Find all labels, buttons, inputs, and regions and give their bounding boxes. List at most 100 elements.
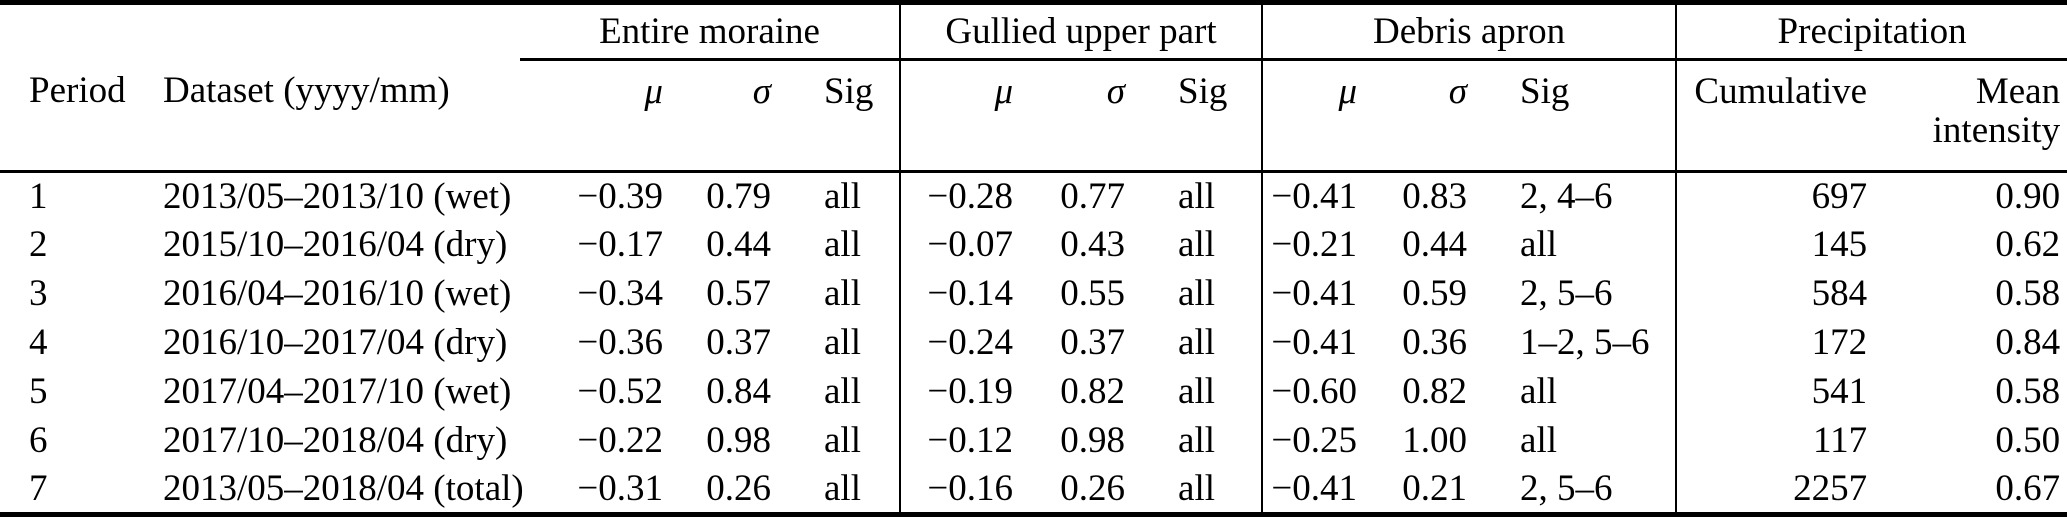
debris-apron-mu-cell: −0.21 (1271, 224, 1358, 266)
gullied-upper-part-mu-cell: −0.12 (927, 420, 1014, 462)
gullied-upper-part-sigma-cell: 0.26 (1060, 468, 1126, 510)
gullied-upper-part-mu-cell: −0.14 (927, 273, 1014, 315)
gullied-upper-part-sigma-cell: 0.43 (1060, 224, 1126, 266)
gullied-upper-part-sigma-cell: 0.82 (1060, 371, 1126, 413)
debris-apron-mu-cell: −0.60 (1271, 371, 1358, 413)
gullied-upper-part-sig-cell: all (1130, 465, 1264, 515)
gullied-upper-part-sigma-cell: 0.77 (1060, 176, 1126, 218)
dataset-cell: 2016/10–2017/04 (dry) (163, 322, 508, 364)
entire-moraine-mu-cell: −0.52 (577, 371, 663, 413)
column-header-sig: Sig (1130, 59, 1264, 173)
dataset-cell: 2015/10–2016/04 (dry) (163, 224, 508, 266)
dataset-cell: 2016/04–2016/10 (wet) (163, 273, 512, 315)
period-cell: 1 (29, 176, 48, 218)
debris-apron-sigma-cell: 0.82 (1402, 371, 1468, 413)
column-header-mu: μ (1262, 59, 1363, 173)
mean-intensity-cell: 0.58 (1995, 273, 2061, 315)
group-header-entire-moraine: Entire moraine (520, 2, 902, 61)
entire-moraine-sigma-cell: 0.57 (706, 273, 771, 315)
debris-apron-sig-cell: 2, 5–6 (1472, 465, 1678, 515)
column-header-row: Period Dataset (yyyy/mm) μ σ Sig μ σ Sig… (0, 59, 2067, 173)
column-header-sig: Sig (776, 59, 902, 173)
column-header-mu: μ (520, 59, 668, 173)
column-header-cumulative: Cumulative (1676, 59, 1877, 173)
cumulative-precipitation-cell: 697 (1811, 176, 1868, 218)
debris-apron-sig-cell: all (1472, 220, 1678, 270)
column-header-sig: Sig (1472, 59, 1678, 173)
period-cell: 5 (29, 371, 48, 413)
gullied-upper-part-mu-cell: −0.28 (927, 176, 1014, 218)
dataset-cell: 2013/05–2018/04 (total) (163, 468, 524, 510)
gullied-upper-part-sig-cell: all (1130, 220, 1264, 270)
column-header-dataset: Dataset (yyyy/mm) (130, 59, 520, 173)
debris-apron-mu-cell: −0.41 (1271, 322, 1358, 364)
column-header-mean-intensity: Mean intensity (1876, 59, 2067, 173)
entire-moraine-mu-cell: −0.34 (577, 273, 663, 315)
mean-intensity-cell: 0.58 (1995, 371, 2061, 413)
debris-apron-sigma-cell: 0.83 (1402, 176, 1468, 218)
group-header-spacer (0, 3, 520, 60)
cumulative-precipitation-cell: 584 (1811, 273, 1868, 315)
group-header-debris-apron: Debris apron (1262, 2, 1678, 61)
column-header-sigma: σ (668, 59, 776, 173)
debris-apron-sigma-cell: 0.21 (1402, 468, 1468, 510)
debris-apron-sigma-cell: 0.36 (1402, 322, 1468, 364)
entire-moraine-sigma-cell: 0.79 (706, 176, 771, 218)
table-row: 1 2013/05–2013/10 (wet) −0.39 0.79 all −… (0, 171, 2067, 221)
period-cell: 6 (29, 420, 48, 462)
group-header-precipitation: Precipitation (1676, 2, 2067, 61)
debris-apron-sigma-cell: 0.59 (1402, 273, 1468, 315)
table-row: 6 2017/10–2018/04 (dry) −0.22 0.98 all −… (0, 416, 2067, 466)
entire-moraine-sig-cell: all (776, 318, 902, 368)
group-header-gullied-upper-part: Gullied upper part (900, 2, 1264, 61)
entire-moraine-sigma-cell: 0.26 (706, 468, 771, 510)
gullied-upper-part-mu-cell: −0.19 (927, 371, 1014, 413)
period-cell: 4 (29, 322, 48, 364)
debris-apron-mu-cell: −0.41 (1271, 468, 1358, 510)
debris-apron-mu-cell: −0.41 (1271, 273, 1358, 315)
entire-moraine-sigma-cell: 0.98 (706, 420, 771, 462)
debris-apron-sig-cell: 1–2, 5–6 (1472, 318, 1678, 368)
entire-moraine-sigma-cell: 0.37 (706, 322, 771, 364)
dataset-cell: 2017/10–2018/04 (dry) (163, 420, 508, 462)
gullied-upper-part-sig-cell: all (1130, 367, 1264, 417)
entire-moraine-sig-cell: all (776, 269, 902, 319)
debris-apron-mu-cell: −0.25 (1271, 420, 1358, 462)
table-row: 7 2013/05–2018/04 (total) −0.31 0.26 all… (0, 465, 2067, 515)
period-cell: 7 (29, 468, 48, 510)
debris-apron-sigma-cell: 1.00 (1402, 420, 1468, 462)
entire-moraine-sig-cell: all (776, 220, 902, 270)
entire-moraine-sigma-cell: 0.84 (706, 371, 771, 413)
table-row: 3 2016/04–2016/10 (wet) −0.34 0.57 all −… (0, 269, 2067, 319)
debris-apron-sig-cell: 2, 4–6 (1472, 171, 1678, 221)
entire-moraine-sig-cell: all (776, 416, 902, 466)
table-row: 2 2015/10–2016/04 (dry) −0.17 0.44 all −… (0, 220, 2067, 270)
mean-intensity-cell: 0.84 (1995, 322, 2061, 364)
gullied-upper-part-sig-cell: all (1130, 171, 1264, 221)
table-body: 1 2013/05–2013/10 (wet) −0.39 0.79 all −… (0, 171, 2067, 515)
table-row: 4 2016/10–2017/04 (dry) −0.36 0.37 all −… (0, 318, 2067, 368)
cumulative-precipitation-cell: 117 (1812, 420, 1868, 462)
mean-intensity-cell: 0.62 (1995, 224, 2061, 266)
cumulative-precipitation-cell: 145 (1811, 224, 1868, 266)
entire-moraine-sig-cell: all (776, 171, 902, 221)
debris-apron-mu-cell: −0.41 (1271, 176, 1358, 218)
entire-moraine-mu-cell: −0.36 (577, 322, 663, 364)
gullied-upper-part-sigma-cell: 0.37 (1060, 322, 1126, 364)
gullied-upper-part-sig-cell: all (1130, 318, 1264, 368)
cumulative-precipitation-cell: 541 (1811, 371, 1868, 413)
entire-moraine-mu-cell: −0.22 (577, 420, 663, 462)
group-header-row: Entire moraine Gullied upper part Debris… (0, 2, 2067, 61)
entire-moraine-sigma-cell: 0.44 (706, 224, 771, 266)
entire-moraine-mu-cell: −0.31 (577, 468, 663, 510)
period-cell: 3 (29, 273, 48, 315)
column-header-period: Period (0, 59, 130, 173)
cumulative-precipitation-cell: 2257 (1793, 468, 1868, 510)
dataset-cell: 2017/04–2017/10 (wet) (163, 371, 512, 413)
dataset-cell: 2013/05–2013/10 (wet) (163, 176, 512, 218)
entire-moraine-sig-cell: all (776, 465, 902, 515)
gullied-upper-part-sig-cell: all (1130, 269, 1264, 319)
gullied-upper-part-sig-cell: all (1130, 416, 1264, 466)
gullied-upper-part-mu-cell: −0.07 (927, 224, 1014, 266)
debris-apron-sigma-cell: 0.44 (1402, 224, 1468, 266)
